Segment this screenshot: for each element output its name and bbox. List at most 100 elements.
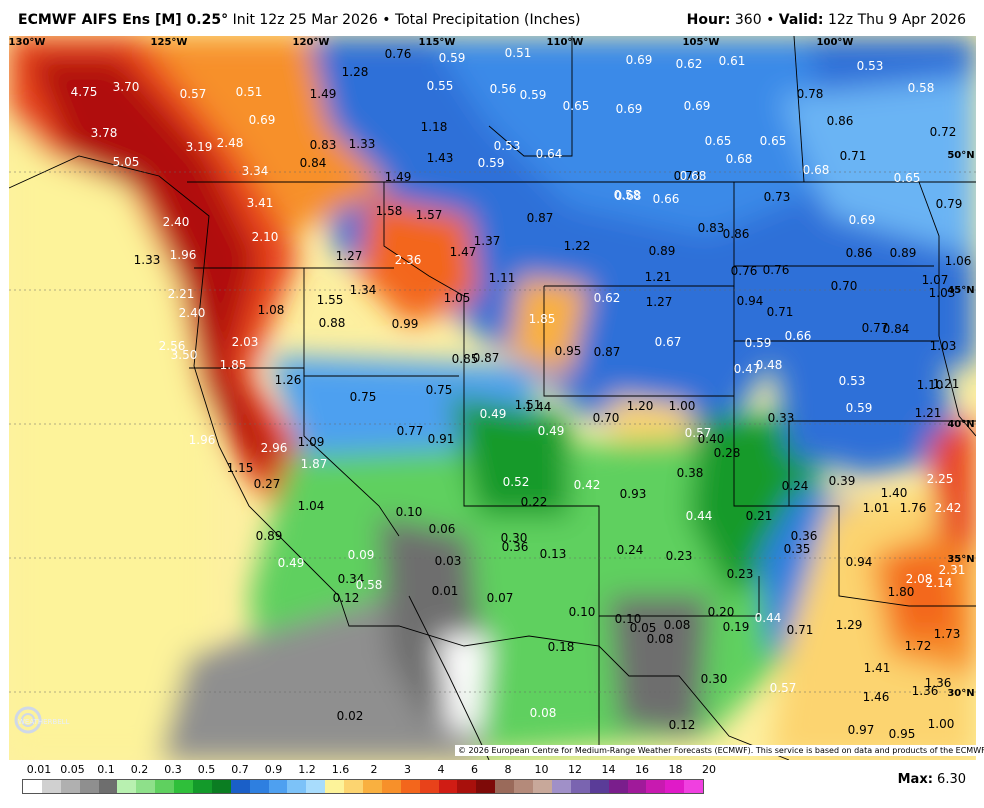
precip-value-label: 1.08 <box>258 303 285 317</box>
precip-value-label: 2.56 <box>159 339 186 353</box>
weatherbell-logo: WEATHERBELL <box>14 700 74 740</box>
hour-value: 360 <box>734 12 762 28</box>
precip-value-label: 0.64 <box>536 147 563 161</box>
precip-value-label: 0.84 <box>300 156 327 170</box>
precip-value-label: 2.08 <box>906 572 933 586</box>
precip-value-label: 0.42 <box>574 478 601 492</box>
precip-value-label: 0.58 <box>356 578 383 592</box>
precip-field <box>9 36 976 760</box>
legend-swatch <box>381 780 401 793</box>
precip-value-label: 0.71 <box>787 623 814 637</box>
legend-swatch <box>570 780 590 793</box>
precip-value-label: 1.22 <box>564 239 591 253</box>
precip-area <box>449 396 569 516</box>
precip-value-label: 0.23 <box>727 567 754 581</box>
precip-value-label: 0.30 <box>501 531 528 545</box>
legend-tick-label: 0.7 <box>231 763 249 776</box>
precip-value-label: 0.23 <box>666 549 693 563</box>
precip-value-label: 0.40 <box>698 432 725 446</box>
precip-value-label: 0.28 <box>714 446 741 460</box>
legend: 0.01 0.05 0.1 0.2 0.3 0.5 0.7 0.9 1.2 1.6 2 3 4 6 8 10 1… <box>22 763 716 794</box>
precip-value-label: 0.77 <box>397 424 424 438</box>
longitude-label: 130°W <box>9 37 45 48</box>
precip-value-label: 0.94 <box>846 555 873 569</box>
valid-value: 12z Thu 9 Apr 2026 <box>827 12 966 28</box>
precip-value-label: 1.55 <box>317 293 344 307</box>
latitude-label: 40°N <box>947 419 974 430</box>
header: ECMWF AIFS Ens [M] 0.25° Init 12z 25 Mar… <box>0 0 984 36</box>
legend-swatch <box>684 780 704 793</box>
legend-swatch <box>419 780 439 793</box>
state-border <box>488 36 573 157</box>
precip-value-label: 1.07 <box>922 273 949 287</box>
precip-value-label: 2.21 <box>168 287 195 301</box>
precip-value-label: 0.59 <box>520 88 547 102</box>
copyright: © 2026 European Centre for Medium-Range … <box>455 745 984 756</box>
precip-value-label: 0.65 <box>563 99 590 113</box>
precip-value-label: 0.53 <box>494 139 521 153</box>
precip-value-label: 0.57 <box>770 681 797 695</box>
precip-value-label: 1.49 <box>385 170 412 184</box>
precip-value-label: 1.76 <box>900 501 927 515</box>
legend-swatch <box>627 780 647 793</box>
state-border <box>918 181 976 437</box>
precip-value-label: 1.11 <box>489 271 516 285</box>
precip-value-label: 0.89 <box>890 246 917 260</box>
precip-value-label: 2.40 <box>179 306 206 320</box>
legend-swatch <box>41 780 61 793</box>
state-border <box>189 367 400 537</box>
precip-value-label: 1.20 <box>627 399 654 413</box>
precip-value-label: 0.76 <box>763 263 790 277</box>
precip-value-label: 1.46 <box>863 690 890 704</box>
precip-map: 130°W 125°W 120°W 115°W 110°W 105°W 100°W 50°N… <box>9 36 976 760</box>
map-canvas: 130°W 125°W 120°W 115°W 110°W 105°W 100°W 50°N… <box>9 36 976 760</box>
state-border <box>463 376 760 617</box>
precip-value-label: 0.22 <box>521 495 548 509</box>
legend-swatch <box>589 780 609 793</box>
precip-value-label: 0.51 <box>505 46 532 60</box>
precip-value-label: 0.86 <box>723 227 750 241</box>
precip-area <box>439 636 489 736</box>
precip-value-label: 0.86 <box>846 246 873 260</box>
state-border <box>838 556 976 607</box>
precip-value-label: 1.34 <box>350 283 377 297</box>
legend-swatch <box>646 780 666 793</box>
legend-tick-label: 0.05 <box>60 763 85 776</box>
precip-value-label: 0.07 <box>487 591 514 605</box>
state-border <box>383 182 465 376</box>
precip-value-label: 0.36 <box>502 540 529 554</box>
valid-label: Valid: <box>778 12 824 28</box>
precip-value-label: 0.58 <box>614 188 641 202</box>
precip-value-label: 0.12 <box>333 591 360 605</box>
logo-text: WEATHERBELL <box>18 718 70 726</box>
precip-value-label: 0.59 <box>478 156 505 170</box>
precip-value-label: 0.08 <box>647 632 674 646</box>
precip-value-label: 0.03 <box>435 554 462 568</box>
precip-value-label: 0.53 <box>857 59 884 73</box>
precip-value-label: 1.29 <box>836 618 863 632</box>
legend-swatch <box>249 780 269 793</box>
precip-value-label: 2.42 <box>935 501 962 515</box>
forecast-time: Hour: 360 • Valid: 12z Thu 9 Apr 2026 <box>687 12 966 28</box>
legend-tick-label: 18 <box>668 763 683 776</box>
precip-value-label: 0.35 <box>784 542 811 556</box>
precip-value-label: 1.01 <box>863 501 890 515</box>
precip-value-label: 1.00 <box>928 717 955 731</box>
precip-value-label: 1.37 <box>474 234 501 248</box>
precip-value-label: 0.09 <box>348 548 375 562</box>
precip-value-label: 0.10 <box>615 612 642 626</box>
legend-swatch <box>211 780 231 793</box>
legend-tick-label: 20 <box>702 763 716 776</box>
longitude-label: 105°W <box>683 37 720 48</box>
precip-value-label: 1.49 <box>310 87 337 101</box>
precip-value-label: 0.44 <box>755 611 782 625</box>
precip-value-label: 0.69 <box>684 99 711 113</box>
precip-value-label: 2.25 <box>927 472 954 486</box>
precip-value-label: 3.78 <box>91 126 118 140</box>
legend-tick-label: 0.5 <box>197 763 216 776</box>
precip-value-label: 0.73 <box>674 169 701 183</box>
precip-value-label: 1.03 <box>930 339 957 353</box>
legend-tick-label: 0.2 <box>130 763 149 776</box>
hour-label: Hour: <box>686 12 731 28</box>
max-value: Max: 6.30 <box>898 772 966 787</box>
